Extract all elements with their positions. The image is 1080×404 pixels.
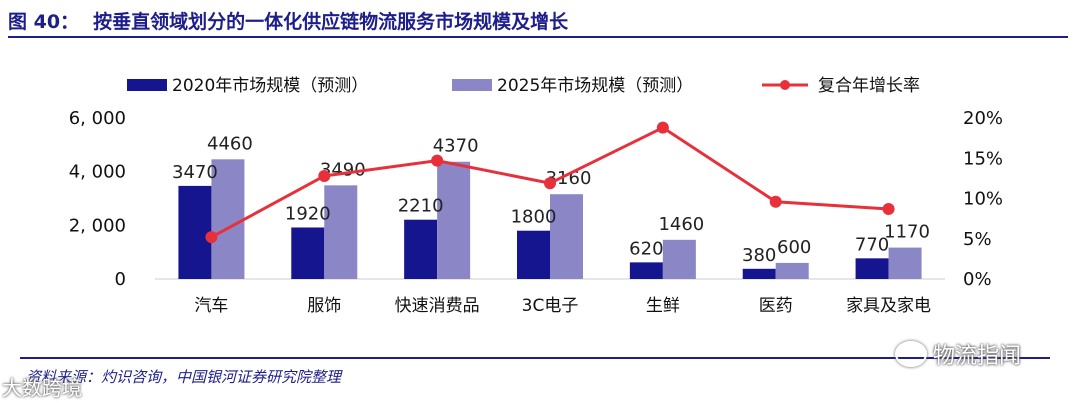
bar-2025 — [437, 161, 471, 279]
bar-2020 — [742, 268, 776, 279]
growth-point — [205, 231, 218, 244]
category-label: 家具及家电 — [846, 296, 931, 316]
bar-2020 — [404, 219, 438, 279]
bar-2020 — [855, 258, 889, 279]
bar-2025 — [662, 239, 696, 279]
right-tick-label: 10% — [963, 189, 1003, 210]
bar-2025 — [211, 159, 245, 279]
category-label: 生鲜 — [646, 296, 680, 316]
figure-title-text: 按垂直领域划分的一体化供应链物流服务市场规模及增长 — [93, 11, 569, 33]
legend-label-2025: 2025年市场规模（预测） — [497, 76, 693, 96]
data-label-2025: 1460 — [658, 214, 704, 235]
growth-point — [318, 169, 331, 182]
bar-2025 — [324, 185, 358, 279]
category-label: 服饰 — [307, 296, 341, 316]
footer-divider — [20, 357, 1050, 359]
watermark-left: 大数跨境 — [2, 376, 82, 400]
data-label-2020: 380 — [742, 245, 776, 266]
data-label-2025: 600 — [777, 237, 811, 258]
bar-2025 — [550, 194, 583, 279]
category-label: 医药 — [759, 296, 793, 316]
right-tick-label: 15% — [963, 148, 1003, 169]
left-tick-label: 6, 000 — [69, 108, 126, 129]
legend-swatch-2020 — [127, 79, 167, 91]
data-label-2020: 1800 — [511, 207, 557, 228]
data-label-2025: 4460 — [207, 133, 253, 154]
growth-point — [656, 121, 669, 134]
legend-label-growth: 复合年增长率 — [818, 76, 920, 96]
growth-point — [882, 202, 895, 215]
bar-2020 — [629, 262, 663, 279]
watermark-right: 物流指闻 — [895, 338, 1021, 370]
bar-2020 — [178, 185, 212, 279]
right-tick-label: 20% — [963, 108, 1003, 129]
figure-label: 图 40： — [8, 11, 80, 33]
growth-point — [769, 195, 782, 208]
legend-swatch-2025 — [452, 79, 492, 91]
data-label-2020: 2210 — [398, 196, 444, 217]
category-label: 快速消费品 — [395, 296, 480, 316]
growth-point — [431, 154, 444, 167]
watermark-right-text: 物流指闻 — [933, 344, 1022, 369]
data-label-2020: 3470 — [172, 162, 218, 183]
bar-2025 — [888, 247, 922, 279]
data-label-2025: 1170 — [884, 222, 930, 243]
growth-point — [544, 177, 556, 190]
legend-marker-growth — [780, 80, 790, 90]
bar-2025 — [775, 262, 809, 279]
category-label: 汽车 — [194, 296, 228, 316]
data-label-2020: 1920 — [285, 203, 331, 224]
left-tick-label: 4, 000 — [69, 162, 126, 183]
left-tick-label: 2, 000 — [69, 215, 126, 236]
source-note: 资料来源：灼识咨询，中国银河证券研究院整理 — [26, 368, 342, 386]
left-tick-label: 0 — [115, 269, 126, 290]
wechat-icon — [895, 341, 927, 367]
legend-label-2020: 2020年市场规模（预测） — [172, 76, 368, 96]
category-label: 3C电子 — [522, 296, 579, 316]
data-label-2025: 4370 — [433, 136, 479, 157]
bar-2020 — [517, 230, 550, 279]
data-label-2020: 770 — [855, 234, 889, 255]
data-label-2025: 3160 — [546, 168, 592, 189]
figure-title: 图 40： 按垂直领域划分的一体化供应链物流服务市场规模及增长 — [8, 8, 1068, 38]
bar-2020 — [291, 227, 325, 279]
data-label-2020: 620 — [629, 238, 663, 259]
right-tick-label: 5% — [963, 229, 992, 250]
right-tick-label: 0% — [963, 269, 992, 290]
